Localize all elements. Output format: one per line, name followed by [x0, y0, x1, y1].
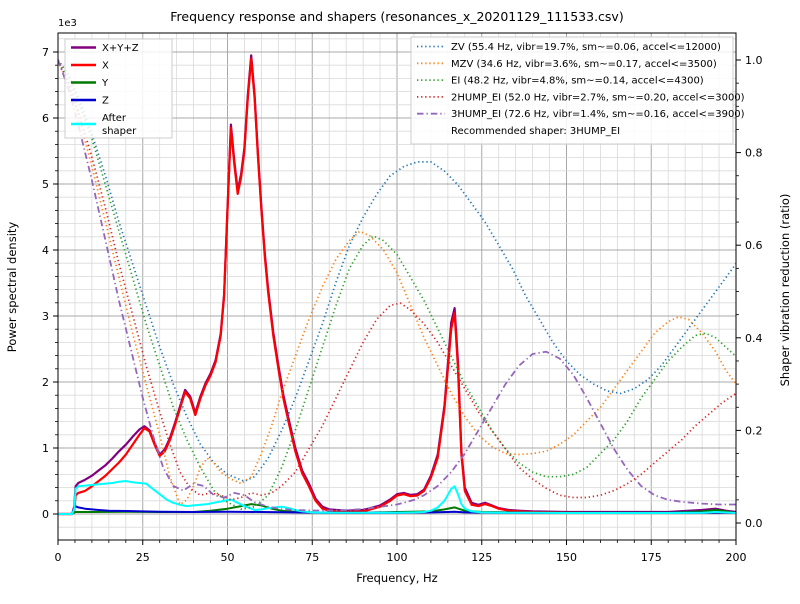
y-left-tick-label: 7 [42, 46, 49, 59]
legend-shapers: ZV (55.4 Hz, vibr=19.7%, sm~=0.06, accel… [410, 36, 745, 145]
x-axis-label: Frequency, Hz [356, 571, 437, 585]
legend-item-label: shaper [102, 126, 137, 137]
y-left-tick-label: 2 [42, 376, 49, 389]
y-right-tick-label: 0.6 [745, 239, 763, 252]
shaper-curve-3hump-ei [58, 59, 736, 512]
y-left-tick-label: 3 [42, 310, 49, 323]
x-tick-label: 25 [136, 551, 150, 564]
legend-item-label: Z [102, 96, 109, 107]
x-tick-label: 175 [641, 551, 662, 564]
legend-item-label: Y [101, 78, 109, 89]
legend-item-label: 2HUMP_EI (52.0 Hz, vibr=2.7%, sm~=0.20, … [451, 92, 745, 103]
y-axis-left-label: Power spectral density [5, 222, 19, 353]
y-right-tick-label: 0.8 [745, 147, 763, 160]
y-axis-offset-label: 1e3 [58, 18, 77, 29]
psd-curve-after-shaper [58, 480, 736, 515]
shaper-curve-zv [58, 59, 736, 483]
x-tick-label: 0 [55, 551, 62, 564]
legend-item-label: After [102, 113, 127, 124]
legend-recommended-label: Recommended shaper: 3HUMP_EI [451, 126, 620, 137]
x-tick-label: 50 [221, 551, 235, 564]
legend-psd: X+Y+Z XYZ After shaper [64, 38, 173, 139]
x-tick-label: 200 [726, 551, 747, 564]
y-left-tick-label: 6 [42, 112, 49, 125]
y-left-tick-label: 4 [42, 244, 49, 257]
y-right-tick-label: 1.0 [745, 54, 763, 67]
legend-psd-box [64, 38, 173, 139]
y-axis-right-label: Shaper vibration reduction (ratio) [778, 194, 792, 387]
legend-shapers-box [410, 36, 734, 145]
legend-item-label: 3HUMP_EI (72.6 Hz, vibr=1.4%, sm~=0.16, … [451, 109, 745, 120]
shaper-curve-ei [58, 59, 736, 510]
tick-marks-and-labels: 0 25 50 75 100 125 150 175 200 0 1 2 3 4 5 6 7 0.0 0.2 0.4 0… [42, 46, 763, 564]
psd-curve-z [58, 505, 736, 515]
psd-curves [58, 54, 736, 516]
y-left-tick-label: 1 [42, 442, 49, 455]
legend-item-label: X [102, 61, 109, 72]
chart-title: Frequency response and shapers (resonanc… [170, 9, 623, 24]
x-tick-label: 100 [387, 551, 408, 564]
legend-item-label: X+Y+Z [102, 43, 139, 54]
y-right-tick-label: 0.0 [745, 517, 763, 530]
y-left-tick-label: 5 [42, 178, 49, 191]
legend-item-label: ZV (55.4 Hz, vibr=19.7%, sm~=0.06, accel… [451, 42, 721, 53]
y-right-tick-label: 0.2 [745, 424, 763, 437]
y-left-tick-label: 0 [42, 508, 49, 521]
x-tick-label: 125 [471, 551, 492, 564]
legend-item-label: MZV (34.6 Hz, vibr=3.6%, sm~=0.17, accel… [451, 59, 717, 70]
psd-curve-x [58, 57, 736, 516]
x-tick-label: 150 [556, 551, 577, 564]
legend-item-label: EI (48.2 Hz, vibr=4.8%, sm~=0.14, accel<… [451, 76, 704, 87]
x-tick-label: 75 [305, 551, 319, 564]
shaper-curves [58, 59, 736, 512]
y-right-tick-label: 0.4 [745, 332, 763, 345]
